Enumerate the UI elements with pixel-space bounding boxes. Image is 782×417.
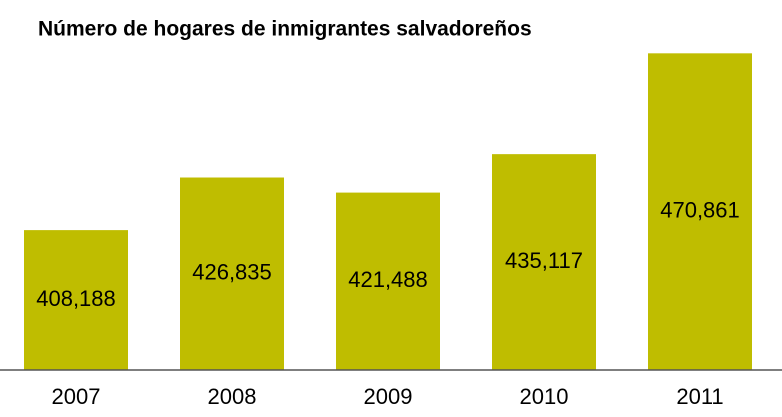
bar xyxy=(336,192,440,370)
x-tick-label: 2008 xyxy=(208,384,257,409)
x-tick-label: 2011 xyxy=(676,384,723,409)
value-label: 435,117 xyxy=(505,248,583,273)
x-tick-label: 2007 xyxy=(52,384,101,409)
x-tick-label: 2010 xyxy=(520,384,569,409)
value-label: 426,835 xyxy=(192,260,272,285)
bar xyxy=(492,154,596,370)
bar xyxy=(648,53,752,371)
value-label: 408,188 xyxy=(36,286,116,311)
value-label: 470,861 xyxy=(660,197,740,222)
x-tick-label: 2009 xyxy=(364,384,413,409)
value-label: 421,488 xyxy=(348,267,428,292)
chart-title: Número de hogares de inmigrantes salvado… xyxy=(38,18,532,41)
bar xyxy=(180,177,284,370)
bar xyxy=(24,230,128,370)
